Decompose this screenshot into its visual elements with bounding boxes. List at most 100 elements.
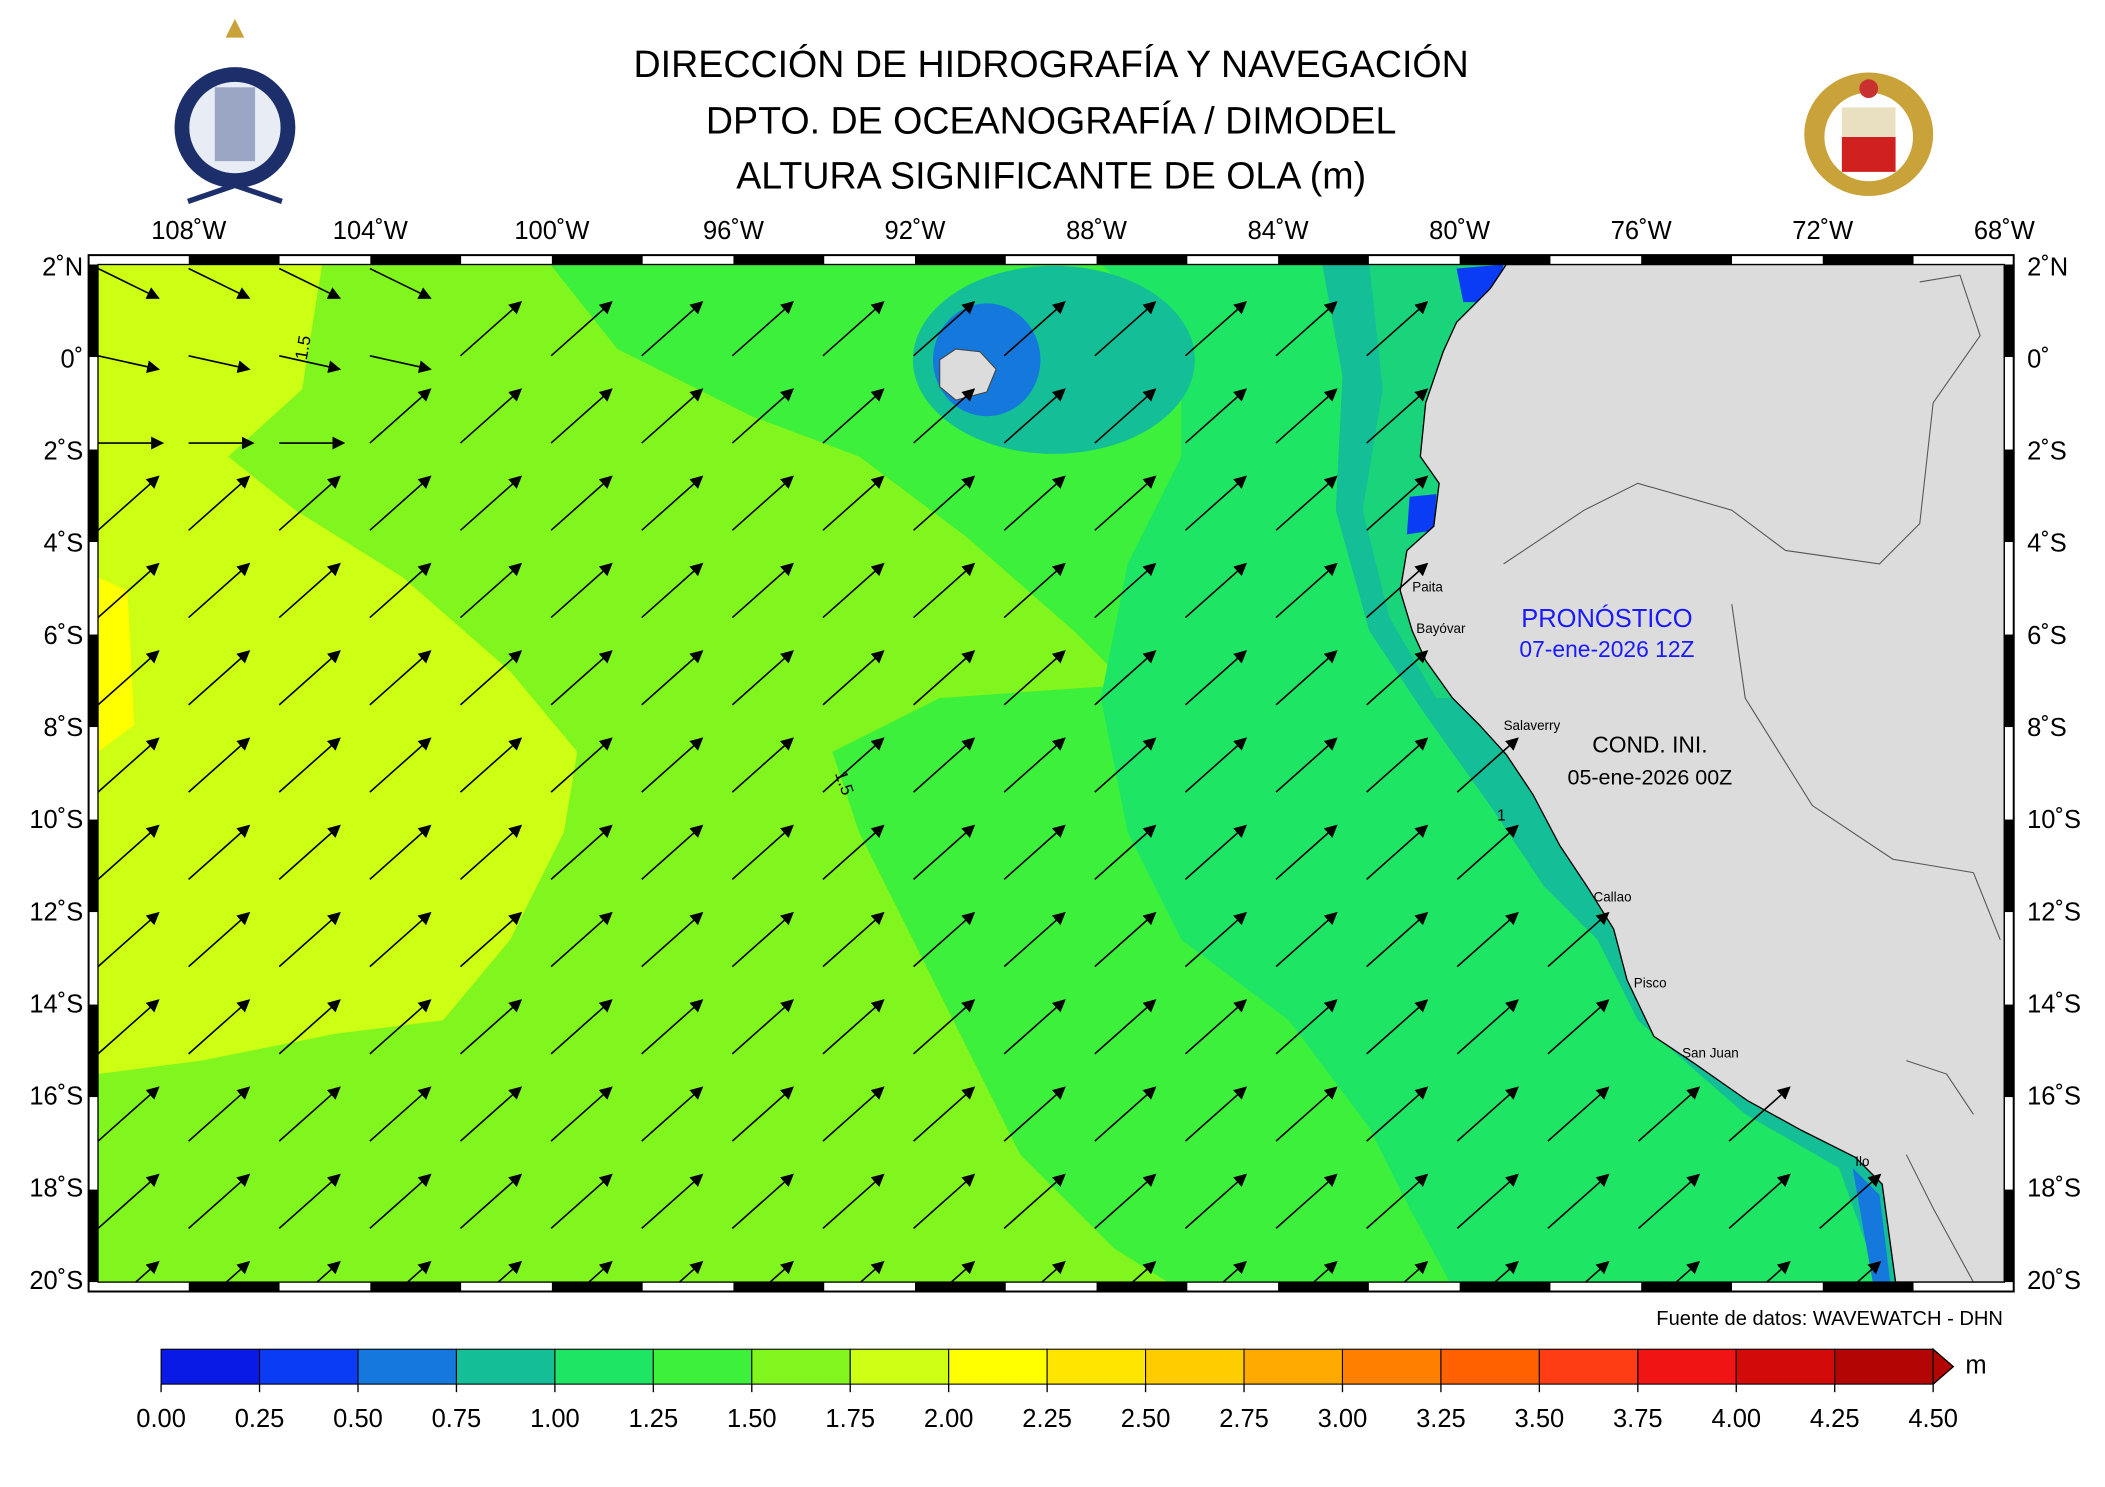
colorbar-bin	[751, 1348, 851, 1385]
wave-arrow	[1547, 1173, 1610, 1230]
wave-arrow	[459, 562, 523, 619]
wave-arrow	[1221, 1260, 1248, 1283]
wave-arrow	[1003, 999, 1066, 1055]
wave-arrow	[1403, 1260, 1429, 1283]
lat-label: 8˚S	[44, 714, 84, 742]
wave-arrow	[1275, 824, 1338, 880]
forecast-date: 07-ene-2026 12Z	[1519, 636, 1694, 662]
frame-block	[914, 255, 1006, 265]
wave-arrow	[369, 355, 432, 374]
wave-arrow	[278, 1173, 341, 1230]
lat-label: 12˚S	[2027, 898, 2081, 926]
wave-arrow	[1275, 999, 1338, 1055]
city-label: Salaverry	[1504, 718, 1561, 733]
wave-arrow	[98, 824, 160, 880]
wave-arrow	[913, 388, 976, 444]
wave-arrow	[822, 301, 885, 357]
wave-arrow	[1094, 911, 1157, 968]
wave-arrow	[98, 650, 160, 706]
colorbar-bin	[160, 1348, 261, 1385]
lon-label: 104˚W	[333, 217, 408, 245]
wave-arrow	[459, 650, 523, 706]
wave-arrow	[1275, 650, 1338, 706]
wave-arrow	[98, 737, 160, 793]
wave-arrow	[406, 1260, 432, 1283]
lon-label: 80˚W	[1429, 217, 1490, 245]
lat-label: 20˚S	[29, 1267, 83, 1295]
wave-arrow	[1637, 1086, 1701, 1142]
wave-arrow	[1003, 475, 1066, 531]
wave-arrow	[369, 475, 432, 531]
wave-arrow	[1456, 999, 1519, 1055]
colorbar: m 0.00 0.25 0.50 0.75 1.00 1.25 1.50 1.75 2.00 2.2…	[136, 1347, 1987, 1433]
wave-arrow	[641, 1086, 704, 1142]
wave-arrow	[98, 999, 160, 1055]
wave-arrow	[369, 911, 432, 968]
wave-arrow	[1094, 737, 1157, 793]
wave-arrow	[1275, 737, 1338, 793]
wave-arrow	[459, 475, 523, 531]
wave-arrow	[731, 475, 794, 531]
wave-arrow	[641, 301, 704, 357]
lat-label: 8˚S	[2027, 714, 2067, 742]
wave-arrow	[1003, 388, 1066, 444]
wave-arrow	[1728, 1086, 1791, 1142]
frame-block	[1459, 255, 1551, 265]
wave-arrow	[188, 911, 251, 968]
wave-arrow	[188, 737, 251, 793]
wave-arrow	[1366, 999, 1429, 1055]
colorbar-tick-label: 0.25	[235, 1405, 285, 1433]
wave-arrow	[459, 824, 523, 880]
wave-arrow	[1003, 824, 1066, 880]
frame-block	[2004, 634, 2014, 728]
frame-block	[1641, 1282, 1732, 1292]
wave-arrow	[369, 737, 432, 793]
wave-arrow	[731, 1173, 794, 1230]
border	[1503, 274, 2001, 1283]
wave-field	[98, 577, 135, 752]
lat-label: 18˚S	[2027, 1175, 2081, 1203]
arrows	[98, 267, 1882, 1283]
wave-field	[1852, 1167, 1891, 1283]
lon-label: 84˚W	[1248, 217, 1309, 245]
wave-arrow	[98, 355, 160, 374]
lat-label: 6˚S	[44, 622, 84, 650]
frame-block	[1641, 255, 1732, 265]
wave-arrow	[641, 999, 704, 1055]
colorbar-bin	[1538, 1348, 1639, 1385]
wave-arrow	[278, 911, 341, 968]
lon-label: 76˚W	[1611, 217, 1672, 245]
wave-arrow	[1547, 999, 1610, 1055]
wave-arrow	[225, 1260, 251, 1283]
lat-label: 4˚S	[44, 530, 84, 558]
wave-arrow	[1547, 1086, 1610, 1142]
lat-label: 4˚S	[2027, 530, 2067, 558]
wave-arrow	[98, 475, 160, 531]
wave-arrow	[1456, 911, 1519, 968]
frame-block	[370, 1282, 462, 1292]
wave-arrow	[1366, 911, 1429, 968]
colorbar-tick-label: 2.75	[1219, 1405, 1269, 1433]
wave-arrow	[822, 650, 885, 706]
wave-arrow	[913, 1086, 976, 1142]
wave-arrow	[1184, 301, 1248, 357]
wave-arrow	[550, 562, 613, 619]
colorbar-bin	[849, 1348, 950, 1385]
wave-arrow	[731, 1086, 794, 1142]
wave-arrow	[1275, 475, 1338, 531]
frame	[97, 263, 2005, 1283]
wave-arrow	[98, 267, 160, 299]
colorbar-bin	[1243, 1348, 1344, 1385]
wave-arrow	[550, 824, 613, 880]
wave-arrow	[188, 267, 251, 299]
wave-arrow	[913, 824, 976, 880]
colorbar-extension	[1932, 1347, 1955, 1386]
colorbar-tick-label: 1.25	[629, 1405, 679, 1433]
wave-arrow	[1184, 650, 1248, 706]
frame-block	[2004, 264, 2014, 358]
wave-arrow	[1094, 650, 1157, 706]
wave-arrow	[369, 267, 432, 299]
wave-arrow	[1366, 301, 1429, 357]
wave-arrow	[913, 999, 976, 1055]
